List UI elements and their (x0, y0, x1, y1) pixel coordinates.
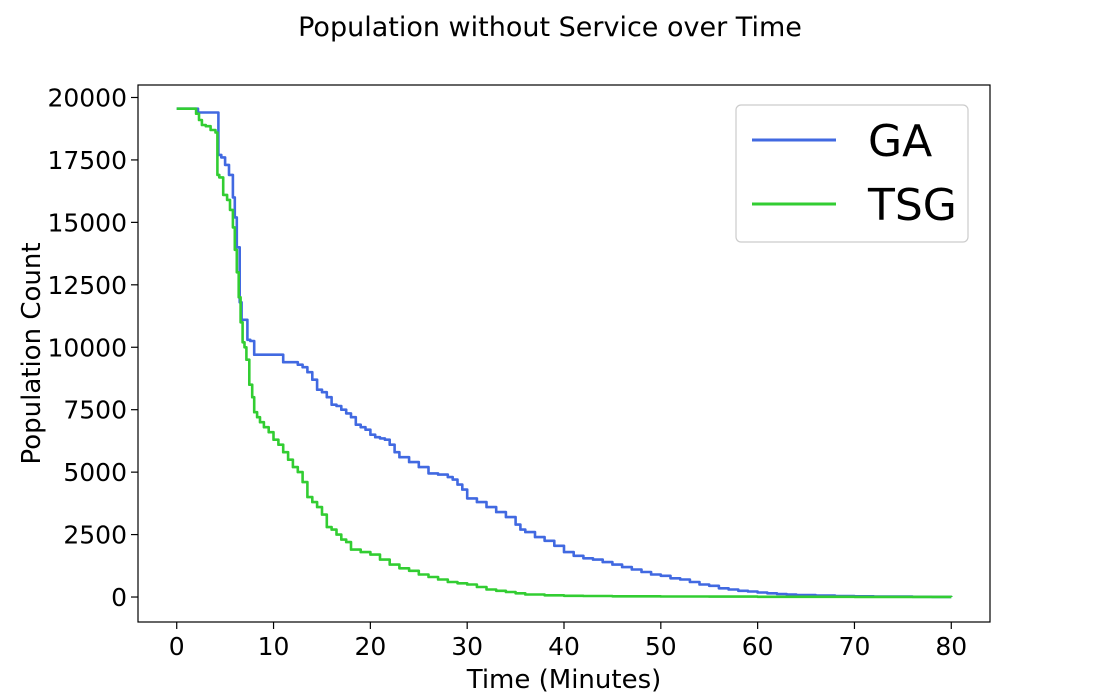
series-line-tsg (176, 107, 953, 599)
x-tick-label: 10 (258, 632, 290, 661)
x-tick-label: 80 (935, 632, 967, 661)
legend: GA TSG (735, 104, 969, 243)
legend-label-tsg: TSG (867, 180, 957, 231)
y-tick-label: 12500 (47, 271, 127, 300)
x-tick-label: 40 (548, 632, 580, 661)
x-tick-label: 0 (169, 632, 185, 661)
y-tick-label: 15000 (47, 208, 127, 237)
x-tick-label: 60 (742, 632, 774, 661)
y-tick-label: 17500 (47, 146, 127, 175)
y-tick-label: 0 (111, 583, 127, 612)
y-tick-label: 5000 (63, 458, 127, 487)
chart-title: Population without Service over Time (298, 12, 802, 43)
y-axis-label: Population Count (17, 242, 47, 464)
x-tick-label: 50 (645, 632, 677, 661)
y-tick-label: 2500 (63, 521, 127, 550)
y-tick-label: 7500 (63, 396, 127, 425)
x-tick-label: 70 (839, 632, 871, 661)
x-tick-label: 20 (354, 632, 386, 661)
y-tick-label: 20000 (47, 83, 127, 112)
plot-area (176, 107, 953, 599)
y-tick-label: 10000 (47, 333, 127, 362)
x-tick-label: 30 (451, 632, 483, 661)
series-line-ga (176, 107, 953, 599)
x-axis: 0 10 20 30 40 50 60 70 80 (169, 622, 967, 661)
y-axis: 0 2500 5000 7500 10000 12500 15000 17500 20000 (47, 83, 138, 612)
legend-label-ga: GA (868, 116, 932, 167)
x-axis-label: Time (Minutes) (466, 665, 662, 695)
